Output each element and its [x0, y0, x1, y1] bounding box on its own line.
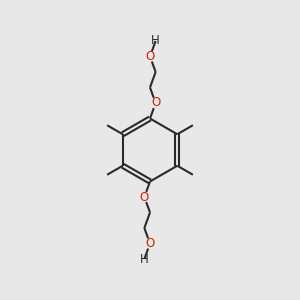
Text: O: O [151, 97, 160, 110]
Text: H: H [140, 253, 149, 266]
Text: O: O [146, 50, 154, 63]
Text: H: H [151, 34, 160, 47]
Text: O: O [140, 190, 149, 203]
Text: O: O [146, 237, 154, 250]
